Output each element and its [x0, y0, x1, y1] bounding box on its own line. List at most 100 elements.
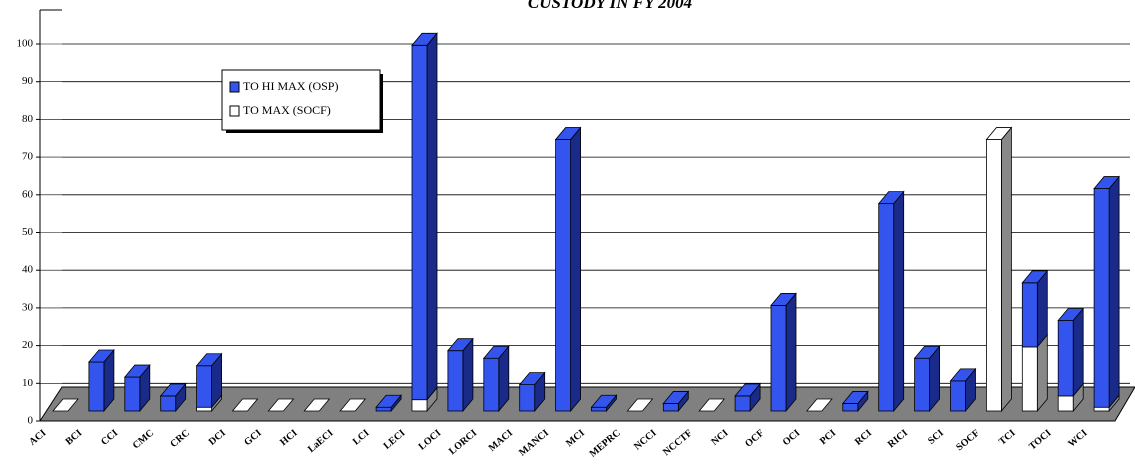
- legend-shadow: [226, 130, 383, 133]
- bar-top: [1021, 270, 1049, 284]
- chart-title: CUSTODY IN FY 2004: [528, 0, 692, 12]
- x-tick-label: RCI: [853, 428, 874, 448]
- bar-top: [52, 398, 79, 412]
- bar-top: [482, 345, 510, 359]
- bar-top: [447, 338, 474, 352]
- x-tick-label: OCF: [743, 428, 766, 450]
- x-tick-label: LCI: [351, 428, 372, 448]
- bar-top: [841, 391, 869, 404]
- x-tick-label: HCI: [278, 428, 300, 449]
- bar-top: [88, 349, 115, 363]
- legend-swatch: [229, 105, 240, 117]
- bar-side: [893, 190, 905, 413]
- y-tick-label: 40: [22, 264, 34, 276]
- x-tick-label: PCI: [818, 428, 838, 448]
- bar: [842, 403, 859, 412]
- x-tick-label: MCI: [564, 428, 587, 450]
- bar: [770, 305, 787, 412]
- bar: [555, 139, 571, 412]
- bar: [160, 395, 177, 412]
- x-tick-label: TOCI: [1027, 428, 1054, 453]
- bar-side: [1036, 269, 1048, 349]
- bar-side: [1036, 333, 1048, 413]
- bar: [734, 395, 751, 412]
- bar-side: [785, 292, 797, 413]
- bar: [483, 357, 500, 412]
- x-tick-label: NCI: [709, 428, 730, 448]
- bar-top: [267, 398, 295, 412]
- x-tick-label: MEPRC: [588, 428, 623, 460]
- bar-top: [985, 127, 1013, 140]
- bar-top: [913, 345, 941, 359]
- x-tick-label: TCI: [997, 428, 1018, 448]
- x-tick-label: LaECI: [306, 428, 336, 455]
- bar-side: [426, 32, 438, 401]
- bar-side: [1001, 126, 1012, 413]
- legend-label: TO MAX (SOCF): [243, 103, 331, 117]
- x-tick-label: OCI: [781, 428, 803, 449]
- legend-shadow: [380, 74, 383, 133]
- bar-top: [734, 383, 761, 397]
- x-tick-label: RICI: [886, 428, 910, 451]
- bar-top: [231, 398, 259, 412]
- bar: [878, 203, 895, 412]
- legend-swatch: [229, 81, 240, 93]
- bar-top: [159, 383, 187, 397]
- x-tick-label: DCI: [207, 428, 228, 448]
- bar-top: [770, 293, 797, 306]
- bar-side: [1072, 307, 1084, 398]
- x-tick-label: CCI: [99, 428, 120, 448]
- bar: [1021, 346, 1038, 412]
- bar-top: [1057, 308, 1085, 321]
- x-tick-label: BCI: [64, 428, 85, 448]
- y-tick-label: 70: [22, 151, 34, 163]
- bar: [519, 384, 536, 412]
- y-tick-label: 60: [22, 188, 34, 200]
- bar-top: [949, 368, 977, 382]
- y-tick-label: 0: [28, 415, 34, 427]
- y-tick-label: 50: [22, 226, 34, 238]
- bar: [1057, 395, 1074, 412]
- bar: [411, 399, 428, 412]
- bar: [196, 406, 213, 412]
- x-tick-label: MACI: [487, 428, 515, 454]
- x-tick-label: NCCI: [632, 428, 659, 453]
- y-tick-label: 10: [22, 377, 34, 389]
- bar-top: [1093, 176, 1120, 189]
- x-tick-label: CRC: [168, 428, 192, 450]
- bar-top: [339, 398, 367, 412]
- bar-side: [462, 337, 474, 413]
- x-tick-label: LOCI: [417, 428, 444, 453]
- x-tick-label: ACI: [27, 428, 48, 448]
- bar-top: [123, 364, 151, 378]
- bar: [662, 403, 679, 412]
- bar: [411, 44, 428, 401]
- bar: [591, 406, 607, 412]
- bar: [914, 357, 930, 412]
- bar-top: [375, 394, 402, 408]
- bar-top: [698, 398, 726, 412]
- legend: TO HI MAX (OSP) TO MAX (SOCF): [221, 69, 383, 133]
- y-tick-label: 30: [22, 301, 34, 313]
- bar-top: [626, 398, 654, 412]
- x-tick-label: LECI: [382, 428, 408, 452]
- bar: [950, 380, 966, 412]
- legend-box: [221, 69, 381, 131]
- y-tick-label: 20: [22, 339, 34, 351]
- bar-top: [877, 191, 905, 205]
- x-tick-label: CMC: [131, 428, 156, 452]
- bar: [447, 350, 464, 412]
- x-tick-label: SCI: [926, 428, 946, 447]
- bar: [375, 406, 392, 412]
- bar: [124, 376, 141, 412]
- bar-top: [590, 394, 618, 408]
- x-tick-label: MANCI: [517, 428, 551, 459]
- bar: [986, 139, 1002, 412]
- bar-top: [554, 127, 582, 140]
- y-tick-label: 100: [17, 38, 34, 50]
- legend-label: TO HI MAX (OSP): [243, 79, 338, 93]
- bar-top: [195, 353, 223, 367]
- bar-side: [570, 126, 581, 413]
- bar-top: [303, 398, 331, 412]
